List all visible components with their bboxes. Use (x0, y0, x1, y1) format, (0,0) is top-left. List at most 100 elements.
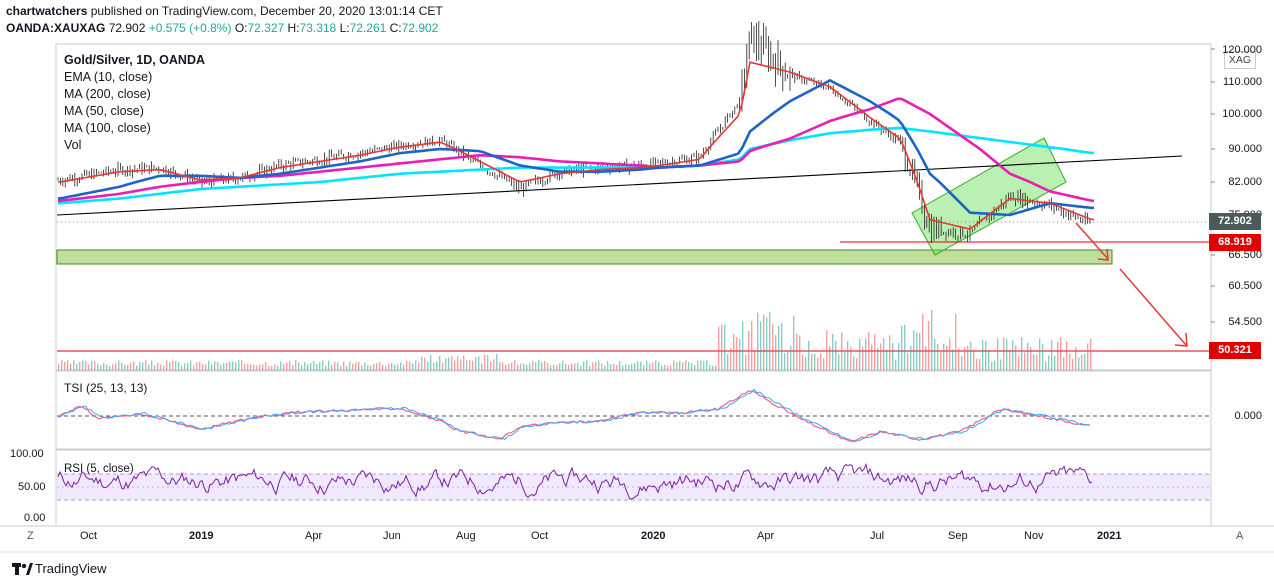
volume-bar (724, 324, 726, 370)
volume-bar (703, 361, 705, 370)
price-change: +0.575 (+0.8%) (148, 21, 232, 35)
volume-bar (460, 359, 462, 370)
volume-bar (277, 365, 279, 370)
legend-vol[interactable]: Vol (64, 138, 82, 152)
volume-bar (145, 360, 147, 370)
volume-bar (364, 362, 366, 370)
tsi-title[interactable]: TSI (25, 13, 13) (64, 381, 148, 395)
volume-bar (214, 361, 216, 370)
volume-bar (601, 363, 603, 370)
volume-bar (958, 348, 960, 370)
volume-bar (352, 363, 354, 370)
time-label: Aug (456, 530, 476, 542)
symbol-name[interactable]: OANDA:XAUXAG (6, 21, 106, 35)
volume-bar (625, 364, 627, 370)
volume-bar (970, 341, 972, 370)
volume-bar (565, 363, 567, 370)
moving-averages (57, 61, 1095, 230)
volume-bar (544, 360, 546, 370)
auto-scale-button[interactable]: A (1236, 530, 1244, 542)
volume-bar (475, 357, 477, 370)
volume-bar (820, 353, 822, 370)
volume-bar (508, 364, 510, 370)
volume-bar (247, 364, 249, 370)
rsi-path (57, 462, 1093, 500)
volume-bar (166, 360, 168, 370)
volume-bar (859, 338, 861, 370)
volume-bar (61, 360, 63, 370)
target-price-tag: 50.321 (1209, 342, 1261, 359)
publisher-name[interactable]: chartwatchers (6, 4, 88, 18)
volume-bar (967, 345, 969, 370)
volume-bar (1006, 338, 1008, 370)
volume-bar (766, 317, 768, 370)
volume-bar (856, 358, 858, 370)
unit-badge[interactable]: XAG (1224, 51, 1256, 69)
volume-bar (58, 364, 60, 370)
volume-bar (814, 353, 816, 370)
volume-bar (796, 333, 798, 370)
tsi-lines (57, 388, 1091, 443)
volume-bar (433, 362, 435, 370)
volume-bar (589, 365, 591, 370)
volume-bar (739, 339, 741, 370)
legend-title[interactable]: Gold/Silver, 1D, OANDA (64, 53, 206, 67)
volume-bar (229, 361, 231, 370)
volume-bar (1048, 355, 1050, 370)
volume-bar (988, 351, 990, 370)
legend-ma200[interactable]: MA (200, close) (64, 87, 151, 101)
volume-bar (1054, 355, 1056, 370)
rising-channel-rectangle[interactable] (911, 137, 1067, 256)
volume-bar (289, 360, 291, 370)
volume-bar (391, 362, 393, 370)
volume-bar (298, 362, 300, 370)
tsi-zero-label: 0.000 (1234, 410, 1262, 422)
tsi-pane (55, 370, 1212, 450)
volume-bar (403, 365, 405, 370)
zoom-button[interactable]: Z (27, 530, 34, 542)
volume-bar (1045, 361, 1047, 370)
low-label: L: (339, 21, 350, 35)
price-label: 60.500 (1228, 280, 1262, 292)
volume-bar (1027, 342, 1029, 370)
volume-bar (628, 364, 630, 370)
legend-ma50[interactable]: MA (50, close) (64, 104, 144, 118)
volume-bar (688, 362, 690, 370)
volume-bar (1090, 338, 1092, 370)
volume-bar (982, 339, 984, 370)
volume-bar (658, 361, 660, 370)
support-zone[interactable] (56, 249, 1113, 265)
volume-bar (595, 361, 597, 370)
projection-arrow-2[interactable] (1119, 268, 1188, 347)
volume-bar (172, 360, 174, 370)
volume-bar (964, 347, 966, 370)
volume-bar (268, 365, 270, 370)
volume-bar (187, 362, 189, 370)
volume-bar (421, 356, 423, 370)
volume-bar (331, 364, 333, 370)
legend-ema10[interactable]: EMA (10, close) (64, 70, 153, 84)
volume-bar (505, 364, 507, 370)
rsi-title[interactable]: RSI (5, close) (64, 463, 134, 475)
volume-bar (418, 362, 420, 370)
volume-bar (1012, 340, 1014, 370)
volume-bar (256, 365, 258, 370)
tradingview-brand[interactable]: TradingView (35, 561, 107, 576)
volume-bar (397, 364, 399, 370)
symbol-header: OANDA:XAUXAG 72.902 +0.575 (+0.8%) O:72.… (6, 21, 438, 35)
volume-bar (199, 361, 201, 370)
volume-bar (499, 362, 501, 370)
volume-bar (721, 324, 723, 370)
volume-bar (136, 365, 138, 370)
volume-bar (682, 362, 684, 370)
trend-line[interactable] (56, 155, 1183, 216)
volume-bar (604, 365, 606, 370)
volume-bar (334, 361, 336, 370)
volume-bar (142, 362, 144, 370)
volume-bar (880, 343, 882, 370)
volume-bar (568, 364, 570, 370)
projection-arrow-1[interactable] (1075, 222, 1109, 261)
volume-bar (385, 365, 387, 370)
legend-ma100[interactable]: MA (100, close) (64, 121, 151, 135)
